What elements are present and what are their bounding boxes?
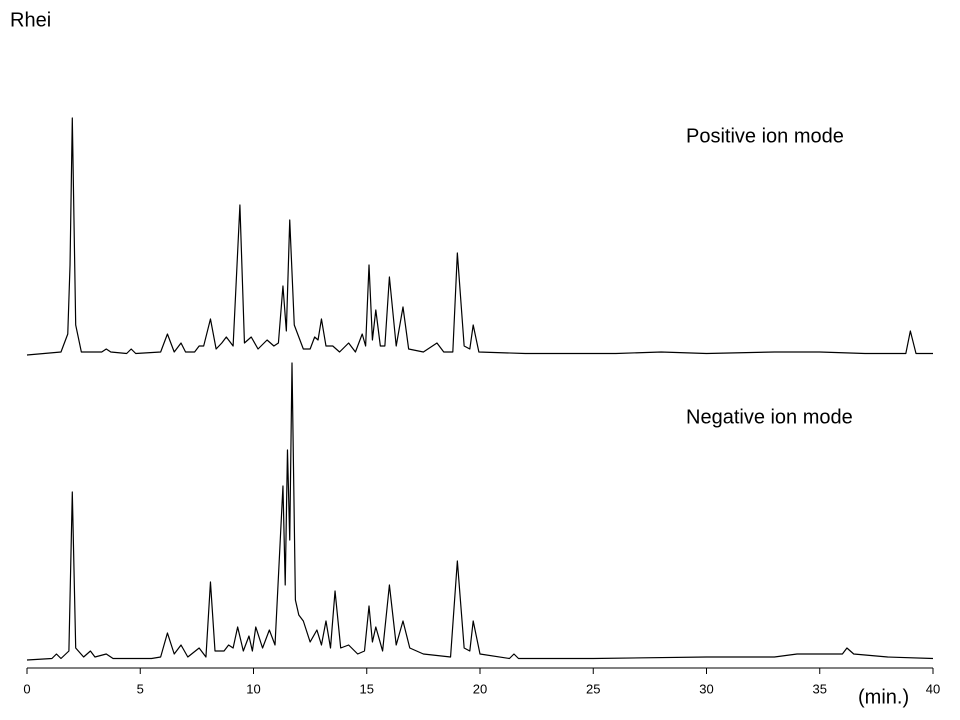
x-tick-label: 35: [813, 681, 827, 696]
x-tick-label: 0: [23, 681, 30, 696]
x-tick-label: 25: [586, 681, 600, 696]
chart-title: Rhei: [10, 9, 51, 31]
x-axis-label: (min.): [858, 686, 909, 708]
legend-label: Positive ion mode: [686, 125, 844, 147]
chromatogram-line: [26, 117, 933, 356]
x-tick-label: 10: [246, 681, 260, 696]
x-tick-label: 5: [137, 681, 144, 696]
x-tick-label: 15: [360, 681, 374, 696]
legend-label: Negative ion mode: [686, 406, 853, 428]
x-tick-label: 30: [699, 681, 713, 696]
x-tick-label: 20: [473, 681, 487, 696]
x-tick-label: 40: [926, 681, 940, 696]
chromatogram-line: [26, 362, 934, 661]
